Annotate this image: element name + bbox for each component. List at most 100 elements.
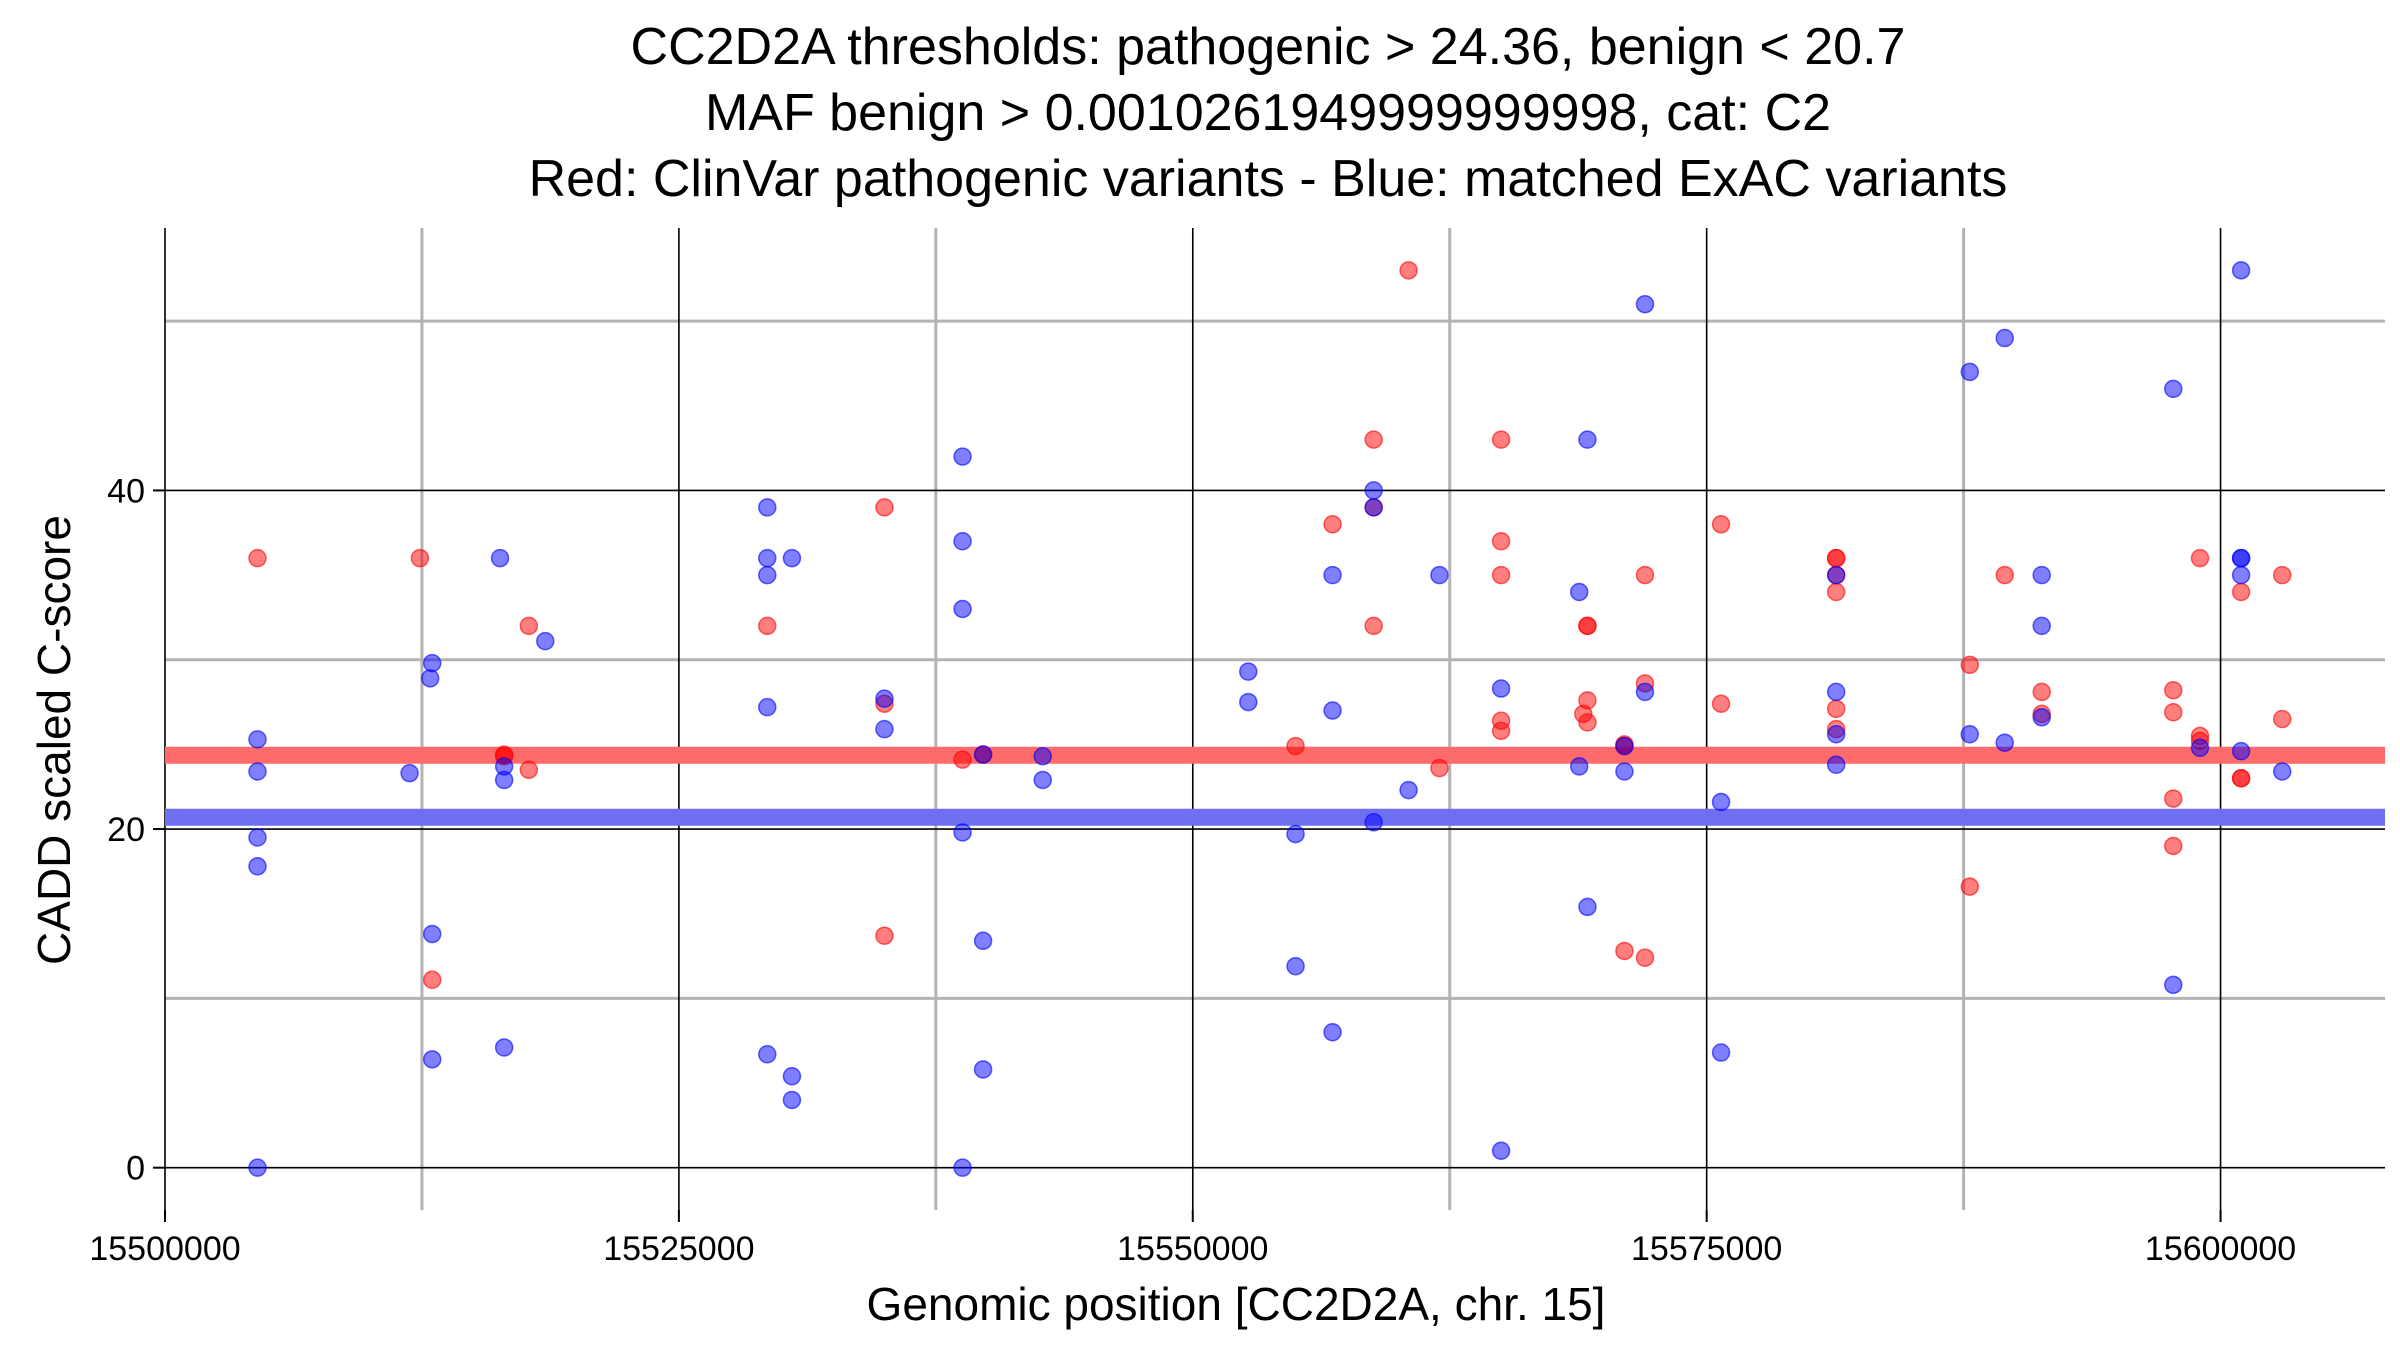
benign-point-51 <box>1578 430 1597 449</box>
pathogenic-point-36 <box>1711 515 1731 534</box>
benign-point-69 <box>2032 708 2051 727</box>
benign-point-2 <box>248 828 267 847</box>
x-axis-title: Genomic position [CC2D2A, chr. 15] <box>867 1278 1606 1330</box>
benign-point-15 <box>758 498 777 517</box>
title-line-1: CC2D2A thresholds: pathogenic > 24.36, b… <box>631 18 1906 76</box>
pathogenic-point-19 <box>1430 758 1449 778</box>
benign-point-17 <box>758 565 777 585</box>
benign-point-34 <box>1033 770 1052 790</box>
benign-point-4 <box>248 1158 267 1177</box>
benign-point-1 <box>248 762 267 781</box>
benign-point-44 <box>1364 813 1383 832</box>
pathogenic-point-22 <box>1491 565 1511 585</box>
benign-point-61 <box>1826 724 1846 744</box>
benign-point-57 <box>1711 792 1731 812</box>
benign-point-35 <box>1239 662 1258 681</box>
y-tick-label-2: 40 <box>107 472 145 510</box>
benign-point-29 <box>953 1158 972 1177</box>
benign-point-45 <box>1399 780 1418 800</box>
pathogenic-point-27 <box>1578 691 1597 710</box>
benign-point-59 <box>1826 565 1846 585</box>
benign-point-28 <box>953 823 972 842</box>
benign-point-13 <box>494 1038 514 1057</box>
pathogenic-point-58 <box>2231 769 2251 788</box>
benign-point-54 <box>1615 762 1634 781</box>
pathogenic-point-49 <box>2164 680 2183 700</box>
benign-point-25 <box>953 447 972 466</box>
pathogenic-point-52 <box>2164 836 2183 856</box>
benign-point-63 <box>1960 362 1980 382</box>
benign-point-49 <box>1569 582 1589 602</box>
benign-point-37 <box>1286 824 1305 844</box>
benign-point-16 <box>758 548 777 568</box>
pathogenic-point-2 <box>422 970 442 989</box>
benign-point-71 <box>2164 975 2183 995</box>
pathogenic-point-15 <box>1364 430 1383 449</box>
pathogenic-point-10 <box>875 926 894 945</box>
pathogenic-point-50 <box>2164 702 2183 722</box>
threshold-lines <box>165 746 2385 826</box>
pathogenic-point-7 <box>758 616 777 636</box>
benign-point-19 <box>758 1044 777 1064</box>
benign-point-26 <box>953 531 972 551</box>
pathogenic-point-8 <box>875 498 894 517</box>
benign-point-31 <box>973 931 993 951</box>
pathogenic-point-42 <box>1826 699 1846 719</box>
x-tick-label-1: 15525000 <box>603 1230 754 1268</box>
pathogenic-point-41 <box>1826 582 1846 602</box>
pathogenic-point-33 <box>1635 565 1655 585</box>
benign-point-53 <box>1615 736 1634 756</box>
benign-point-65 <box>1995 328 2014 348</box>
chart-title: CC2D2A thresholds: pathogenic > 24.36, b… <box>529 18 2008 208</box>
pathogenic-point-44 <box>1960 655 1980 675</box>
benign-point-39 <box>1323 565 1342 585</box>
benign-point-20 <box>782 548 802 568</box>
benign-point-56 <box>1635 682 1655 702</box>
benign-point-38 <box>1286 956 1305 976</box>
benign-point-21 <box>782 1066 802 1086</box>
benign-point-55 <box>1635 294 1655 314</box>
pathogenic-point-24 <box>1491 721 1511 741</box>
benign-point-22 <box>782 1090 802 1110</box>
pathogenic-point-21 <box>1491 531 1511 551</box>
pathogenic-point-13 <box>1286 736 1305 756</box>
benign-point-10 <box>490 548 510 568</box>
benign-point-30 <box>973 745 993 764</box>
y-tick-label-1: 20 <box>107 811 145 849</box>
benign-point-36 <box>1239 692 1258 712</box>
benign-point-67 <box>2032 565 2051 585</box>
pathogenic-point-60 <box>2272 709 2292 729</box>
benign-point-70 <box>2164 379 2183 399</box>
benign-point-62 <box>1826 755 1846 774</box>
benign-point-42 <box>1364 481 1383 500</box>
pathogenic-point-35 <box>1635 948 1655 967</box>
pathogenic-point-53 <box>2190 548 2210 568</box>
axes: 15500000 15525000 15550000 15575000 15600000… <box>89 472 2296 1268</box>
benign-point-60 <box>1826 682 1846 702</box>
benign-point-40 <box>1323 701 1342 720</box>
y-tick-label-0: 0 <box>126 1150 145 1188</box>
data-points <box>248 261 2292 1177</box>
benign-point-24 <box>875 719 894 739</box>
benign-point-73 <box>2231 261 2251 280</box>
pathogenic-point-28 <box>1578 713 1597 732</box>
pathogenic-point-5 <box>519 616 539 636</box>
benign-point-76 <box>2231 565 2251 585</box>
pathogenic-point-32 <box>1615 941 1634 961</box>
benign-point-9 <box>422 1050 442 1069</box>
benign-point-6 <box>422 653 442 673</box>
pathogenic-point-18 <box>1399 261 1418 280</box>
x-tick-label-2: 15550000 <box>1117 1230 1268 1268</box>
pathogenic-point-46 <box>1995 565 2014 585</box>
benign-point-77 <box>2231 741 2251 761</box>
x-tick-label-3: 15575000 <box>1631 1230 1782 1268</box>
benign-point-41 <box>1323 1022 1342 1042</box>
benign-point-46 <box>1430 565 1449 585</box>
benign-point-8 <box>422 924 442 944</box>
pathogenic-point-45 <box>1960 877 1980 896</box>
benign-point-75 <box>2231 548 2251 568</box>
benign-point-0 <box>248 730 267 749</box>
benign-point-12 <box>494 770 514 790</box>
benign-point-58 <box>1711 1043 1731 1062</box>
